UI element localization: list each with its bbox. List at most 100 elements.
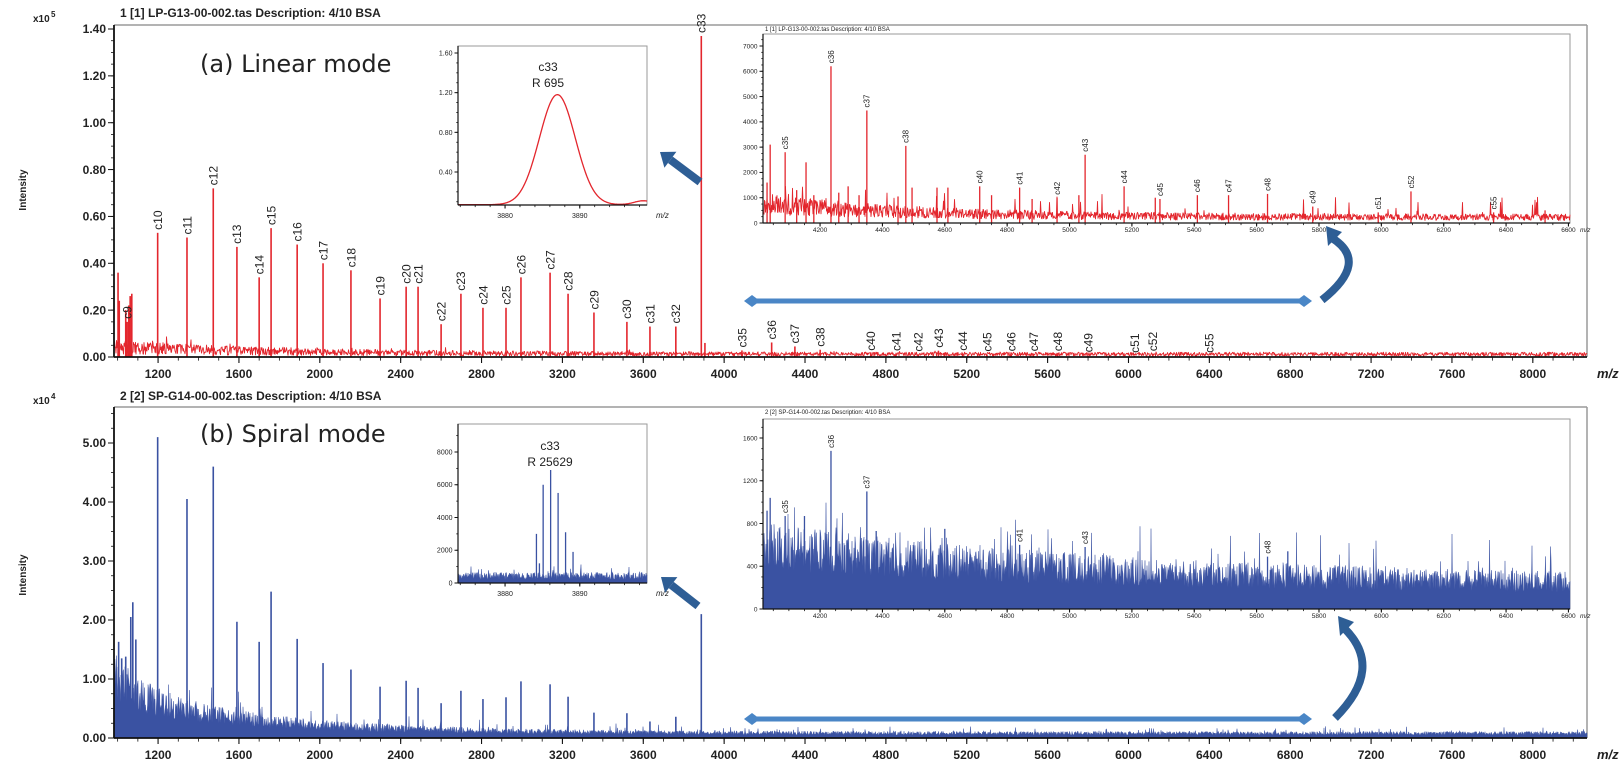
x-tick-label: 3880 [497,213,513,220]
x-tick-label: 1200 [145,367,172,381]
y-tick-label: 1.00 [83,116,107,130]
x-tick-label: 4800 [1000,613,1015,620]
x-tick-label: 6400 [1499,227,1514,234]
x-tick-label: 5400 [1187,227,1202,234]
resolution-label: R 25629 [527,455,573,469]
x-tick-label: 6000 [1374,227,1389,234]
peak-label: c44 [956,331,970,351]
x-tick-label: 6600 [1561,227,1576,234]
x-tick-label: 1200 [145,748,172,762]
y-tick-label: 3.00 [83,554,107,568]
y-tick-label: 5.00 [83,436,107,450]
peak-label: c15 [264,205,278,225]
x-tick-label: 1600 [226,367,253,381]
peak-label: c10 [151,210,165,230]
x-tick-label: 5600 [1249,613,1264,620]
x-tick-label: 3890 [572,591,588,598]
x-tick-label: 3200 [549,748,576,762]
peak-label: c40 [864,331,878,351]
peak-label: c33 [695,13,709,33]
y-tick-label: 0.20 [83,303,107,317]
peak-label: c35 [781,500,790,513]
x-tick-label: 6800 [1277,367,1304,381]
x-tick-label: 4400 [875,613,890,620]
x-tick-label: 5000 [1062,227,1077,234]
x-tick-label: 2800 [468,367,495,381]
inset-frame [762,33,1571,224]
peak-label: c46 [1005,332,1019,352]
x-tick-label: 3200 [549,367,576,381]
y-multiplier-exponent: 4 [51,392,56,401]
peak-label-c33: c33 [538,60,558,74]
peak-label-c33: c33 [540,439,560,453]
x-tick-label: 5400 [1187,613,1202,620]
x-tick-label: 5800 [1312,613,1327,620]
mode-annotation: (b) Spiral mode [200,420,386,448]
peak-label: c13 [230,224,244,244]
x-axis-label: m/z [1580,227,1591,234]
y-tick-label: 4000 [743,119,758,126]
x-tick-label: 3880 [497,591,513,598]
inset-frame [457,423,648,584]
peak-label: c14 [252,255,266,275]
x-tick-label: 2400 [387,367,414,381]
x-tick-label: 4800 [873,367,900,381]
x-tick-label: 6000 [1115,367,1142,381]
peak-label: c25 [499,285,513,305]
peak-label: c35 [781,136,790,149]
peak-label: c38 [902,129,911,142]
peak-label: c24 [476,285,490,305]
x-tick-label: 7200 [1358,367,1385,381]
peak-label: c52 [1146,332,1160,352]
x-tick-label: 6400 [1499,613,1514,620]
range-arrow-spiral [744,713,1312,725]
y-tick-label: 6000 [743,69,758,76]
peak-label: c37 [863,94,872,107]
y-tick-label: 1.60 [439,50,453,57]
peak-label: c37 [863,475,872,488]
y-tick-label: 1600 [743,435,758,442]
y-tick-label: 4.00 [83,495,107,509]
peak-label: c48 [1263,177,1272,190]
y-tick-label: 1200 [743,478,758,485]
curved-arrow-spiral [1332,616,1367,721]
x-tick-label: 7600 [1439,748,1466,762]
peak-label: c46 [1193,179,1202,192]
peak-label: c55 [1489,196,1498,209]
peak-label: c23 [454,271,468,291]
x-tick-label: 6600 [1561,613,1576,620]
spectrum-header: 1 [1] LP-G13-00-002.tas Description: 4/1… [120,6,381,20]
spiral-c33-zoom-inset: 0 2000 4000 6000 8000 3880 3890 m/z c33 R 25629 [437,423,669,598]
x-tick-label: 3890 [572,213,588,220]
y-tick-label: 5000 [743,94,758,101]
y-tick-label: 7000 [743,43,758,50]
peak-label: c26 [514,255,528,275]
peak-label: c11 [180,216,194,235]
x-tick-label: 4200 [813,227,828,234]
y-tick-label: 1.20 [439,90,453,97]
x-tick-label: 4000 [711,367,738,381]
y-tick-label: 6000 [437,482,453,489]
peak-label: c47 [1224,179,1233,192]
y-axis-label: Intensity [18,169,29,211]
spectrum-trace [113,655,1588,739]
peak-label: c38 [813,327,827,347]
spectrum-trace [114,336,1588,357]
x-tick-label: 1600 [226,748,253,762]
peak-label: c36 [827,434,836,447]
x-tick-label: 4800 [873,748,900,762]
y-tick-label: 0.80 [439,130,453,137]
peak-label: c9 [120,306,134,319]
linear-c33-zoom-inset: 0.40 0.80 1.20 1.60 3880 3890 m/z c33 R 695 [439,45,669,220]
x-tick-label: 2000 [306,748,333,762]
peak-label: c36 [827,50,836,63]
x-tick-label: 4400 [792,367,819,381]
x-tick-label: 2800 [468,748,495,762]
peak-label: c49 [1081,333,1095,353]
x-tick-label: 6400 [1196,367,1223,381]
x-tick-label: 4600 [938,227,953,234]
peak-label: c48 [1263,540,1272,553]
x-tick-label: 6000 [1115,748,1142,762]
y-tick-label: 1.40 [83,22,107,36]
